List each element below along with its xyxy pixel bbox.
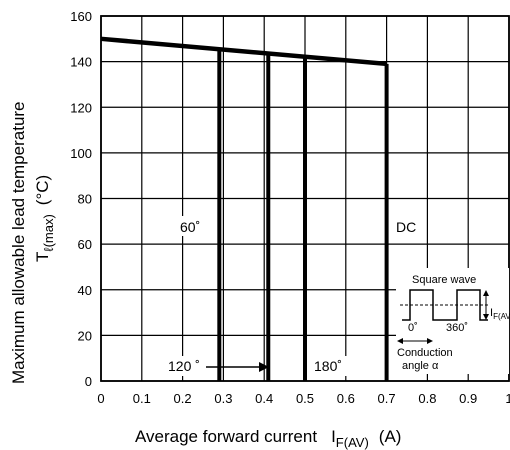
inset-conduction-arrowhead-right (427, 338, 433, 344)
y-axis-symbol: T (33, 252, 52, 262)
y-axis-subscript: ℓ(max) (41, 214, 56, 251)
inset-current-symbol: I (490, 307, 493, 319)
x-tick-label-9: 0.9 (459, 391, 477, 406)
label-120-bg (160, 356, 204, 376)
inset-label-0: 0˚ (408, 322, 418, 334)
y-tick-label-3: 60 (78, 237, 92, 252)
y-tick-label-5: 100 (70, 146, 92, 161)
derating-curve (100, 36, 387, 67)
y-axis-symbol-label: Tℓ(max) (°C) (33, 175, 56, 262)
square-wave-inset: Square wave IF(AV) 0˚ 360˚ Conduction an… (396, 268, 510, 374)
x-tick-label-6: 0.6 (337, 391, 355, 406)
label-60: 60˚ (180, 219, 200, 235)
inset-conduction-label-2: angle α (402, 360, 439, 372)
inset-title: Square wave (412, 274, 476, 286)
label-180: 180˚ (314, 358, 342, 374)
inset-conduction-arrowhead-left (397, 338, 403, 344)
x-axis-title: Average forward current (135, 427, 317, 446)
x-tick-label-7: 0.7 (378, 391, 396, 406)
inset-label-360: 360˚ (446, 322, 468, 334)
y-axis-label: Maximum allowable lead temperature (9, 101, 28, 384)
label-120: 120 ˚ (168, 358, 200, 374)
x-tick-label-1: 0.1 (133, 391, 151, 406)
x-axis-label: Average forward current IF(AV) (A) (135, 427, 401, 450)
inset-square-wave (402, 289, 488, 321)
x-tick-label-5: 0.5 (296, 391, 314, 406)
inset-background (396, 268, 509, 374)
x-tick-label-3: 0.3 (214, 391, 232, 406)
y-axis-title: Maximum allowable lead temperature (9, 101, 28, 384)
y-tick-label-8: 160 (70, 9, 92, 24)
y-tick-label-2: 40 (78, 283, 92, 298)
x-axis-unit: (A) (379, 427, 402, 446)
x-tick-label-4: 0.4 (255, 391, 273, 406)
y-tick-label-7: 140 (70, 55, 92, 70)
x-tick-label-8: 0.8 (418, 391, 436, 406)
data-marks (100, 36, 389, 381)
inset-conduction-label-1: Conduction (397, 347, 453, 359)
inset-current-arrowhead-top (483, 290, 489, 296)
x-axis-symbol: I (331, 427, 336, 446)
x-tick-label-2: 0.2 (174, 391, 192, 406)
label-dc-bg (392, 216, 426, 236)
x-axis-subscript: F(AV) (336, 435, 369, 450)
y-tick-label-6: 120 (70, 100, 92, 115)
label-60-bg (170, 216, 212, 236)
label-dc: DC (396, 219, 416, 235)
inset-current-label: IF(AV) (490, 307, 510, 321)
x-tick-label-0: 0 (97, 391, 104, 406)
y-tick-label-0: 0 (85, 374, 92, 389)
x-tick-label-10: 1 (505, 391, 510, 406)
y-tick-label-1: 20 (78, 328, 92, 343)
x-tick-labels: 0 0.1 0.2 0.3 0.4 0.5 0.6 0.7 0.8 0.9 1 (97, 391, 510, 406)
inset-current-arrowhead-bottom (483, 314, 489, 320)
y-axis-unit: (°C) (33, 175, 52, 205)
inset-current-subscript: F(AV) (493, 312, 510, 321)
y-tick-label-4: 80 (78, 192, 92, 207)
label-120-arrowhead (259, 362, 269, 372)
y-tick-labels: 0 20 40 60 80 100 120 140 160 (70, 9, 92, 389)
label-180-bg (312, 356, 352, 376)
